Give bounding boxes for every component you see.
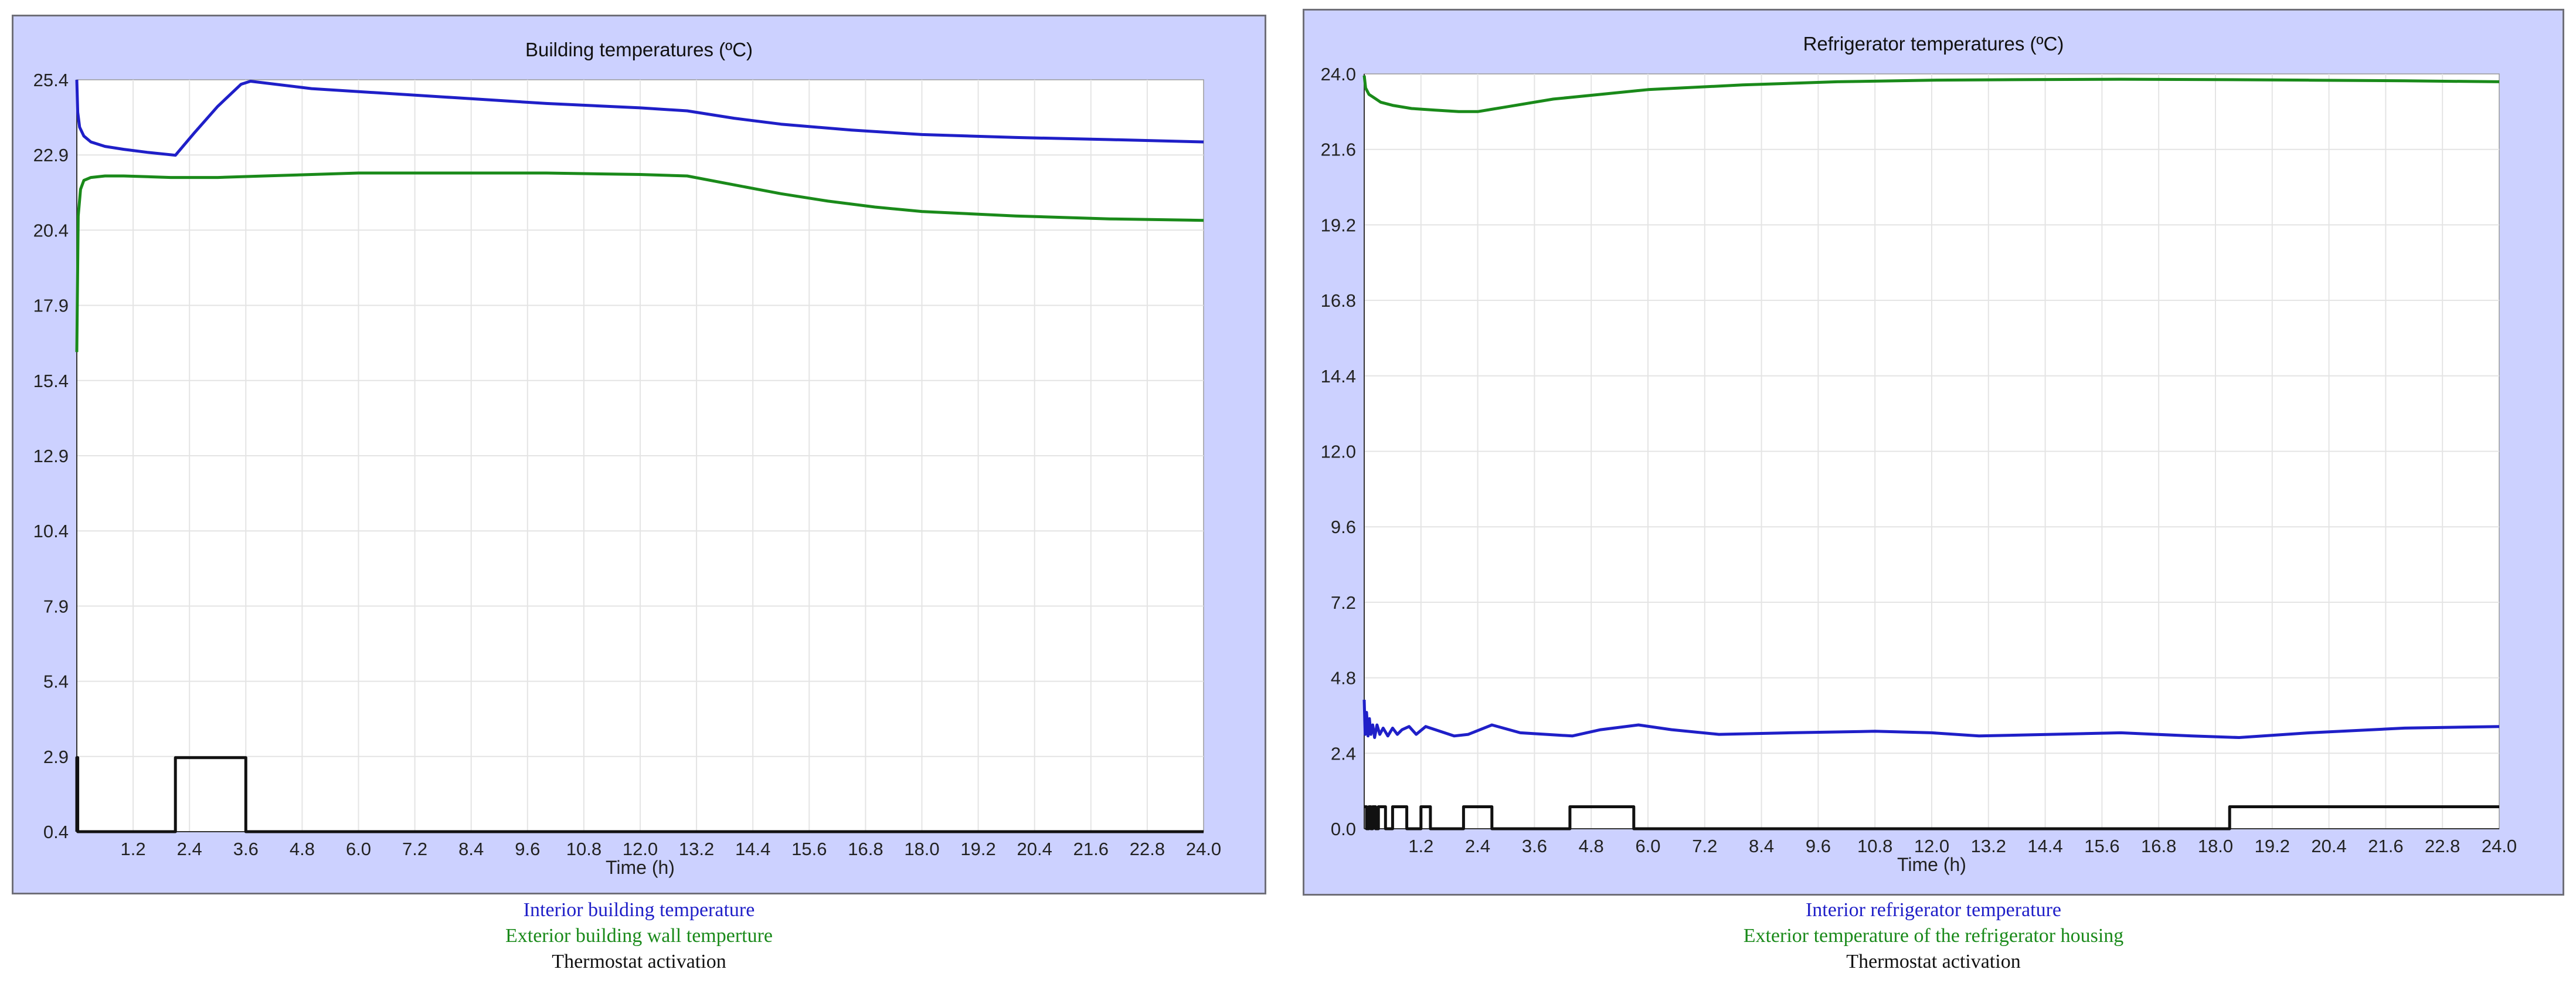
x-tick-label: 14.4 [2027,836,2062,856]
y-tick-label: 12.9 [33,446,69,466]
x-tick-label: 8.4 [458,839,484,859]
x-tick-label: 10.8 [566,839,601,859]
x-tick-label: 21.6 [2368,836,2403,856]
x-tick-label: 2.4 [1465,836,1490,856]
x-tick-label: 7.2 [402,839,427,859]
y-tick-label: 4.8 [1331,668,1356,689]
x-tick-label: 6.0 [346,839,371,859]
x-tick-label: 8.4 [1749,836,1774,856]
x-tick-label: 2.4 [177,839,202,859]
x-tick-label: 20.4 [1017,839,1052,859]
legend-entry: Exterior building wall temperture [505,925,773,947]
x-tick-label: 3.6 [233,839,259,859]
y-tick-label: 9.6 [1331,517,1356,537]
y-tick-label: 0.4 [43,822,69,842]
y-tick-label: 0.0 [1331,819,1356,839]
building-chart-panel: Building temperatures (ºC) 25.4 22.9 20.4 1… [12,15,1266,894]
x-tick-label: 24.0 [2482,836,2517,856]
series-line [75,171,1204,352]
y-tick-label: 22.9 [33,145,69,165]
y-tick-label: 19.2 [1321,215,1356,235]
legend-entry: Thermostat activation [1846,951,2021,972]
y-tick-label: 20.4 [33,220,69,240]
series-line [1364,805,2499,831]
y-tick-label: 14.4 [1321,366,1356,387]
building-chart: 25.4 22.9 20.4 17.9 15.4 12.9 10.4 7.9 5.4 2.9 0.4… [33,70,1222,878]
x-tick-label: 22.8 [2425,836,2460,856]
x-tick-label: 9.6 [1806,836,1831,856]
x-tick-label: 7.2 [1692,836,1717,856]
x-tick-label: 3.6 [1522,836,1547,856]
x-tick-label: 16.8 [2141,836,2176,856]
x-tick-label: 15.6 [791,839,827,859]
x-tick-label: 13.2 [679,839,714,859]
legend-entry: Thermostat activation [552,951,726,972]
y-tick-label: 10.4 [33,521,69,541]
x-tick-label: 1.2 [1408,836,1433,856]
refrigerator-chart: 24.0 21.6 19.2 16.8 14.4 12.0 9.6 7.2 4.8 2.4 0.0 1… [1321,64,2517,875]
x-tick-label: 14.4 [735,839,770,859]
y-tick-label: 24.0 [1321,64,1356,84]
x-tick-label: 16.8 [848,839,883,859]
legend-entry: Interior building temperature [523,899,755,921]
series-line [75,756,1204,833]
x-tick-label: 10.8 [1857,836,1892,856]
y-tick-label: 15.4 [33,371,69,391]
y-tick-label: 16.8 [1321,290,1356,311]
x-tick-label: 13.2 [1971,836,2006,856]
x-tick-label: 1.2 [121,839,146,859]
chart-title: Refrigerator temperatures (ºC) [1803,33,2064,55]
chart-title: Building temperatures (ºC) [525,39,753,60]
y-tick-label: 2.4 [1331,743,1356,764]
x-tick-label: 18.0 [904,839,939,859]
x-tick-label: 22.8 [1130,839,1165,859]
y-tick-label: 5.4 [43,672,69,692]
legend-entry: Exterior temperature of the refrigerator… [1743,925,2124,947]
refrigerator-chart-panel: Refrigerator temperatures (ºC) 24.0 21.6 1… [1303,9,2564,896]
x-tick-label: 18.0 [2198,836,2233,856]
x-tick-label: 21.6 [1073,839,1109,859]
x-tick-label: 12.0 [623,839,658,859]
x-tick-label: 4.8 [290,839,315,859]
y-tick-label: 25.4 [33,70,69,90]
series-line [1362,700,2500,739]
legend-entry: Interior refrigerator temperature [1805,899,2062,921]
x-tick-label: 15.6 [2084,836,2119,856]
y-tick-label: 2.9 [43,747,69,767]
y-tick-label: 12.0 [1321,442,1356,462]
x-tick-label: 6.0 [1635,836,1660,856]
x-tick-label: 4.8 [1579,836,1604,856]
x-tick-label: 19.2 [2255,836,2290,856]
y-tick-label: 7.2 [1331,592,1356,613]
building-legend: Interior building temperature Exterior b… [12,897,1266,975]
y-tick-label: 21.6 [1321,140,1356,160]
x-tick-label: 24.0 [1186,839,1221,859]
x-tick-label: 20.4 [2311,836,2346,856]
y-tick-label: 17.9 [33,296,69,316]
x-tick-label: 12.0 [1914,836,1949,856]
series-line [1362,75,2500,113]
x-axis-label: Time (h) [1897,854,1966,875]
x-tick-label: 9.6 [515,839,540,859]
x-tick-label: 19.2 [960,839,995,859]
series-line [75,79,1204,157]
refrigerator-legend: Interior refrigerator temperature Exteri… [1303,897,2564,975]
x-axis-label: Time (h) [606,857,675,878]
y-tick-label: 7.9 [43,596,69,616]
